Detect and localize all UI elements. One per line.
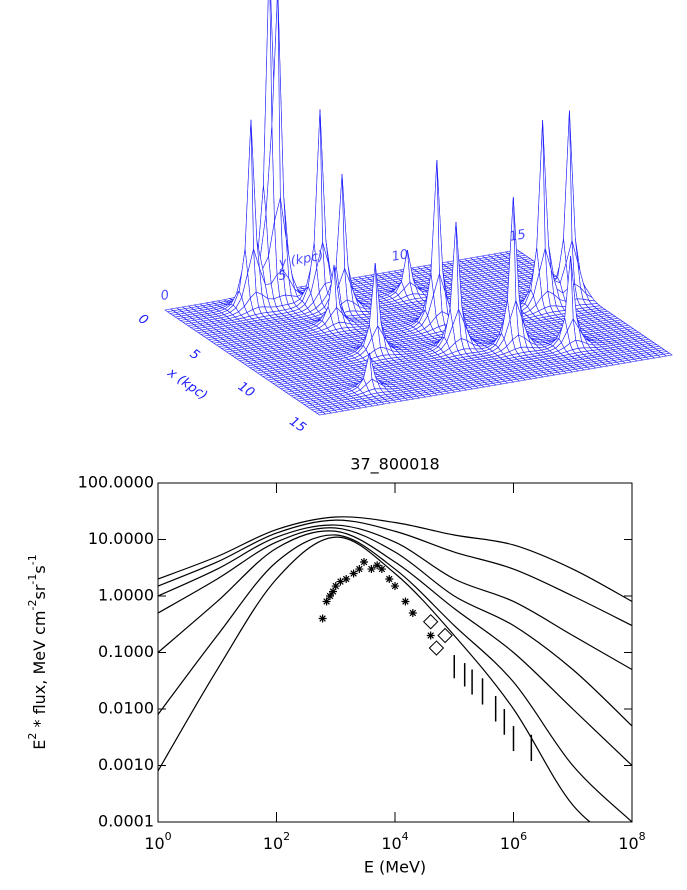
star-point	[401, 597, 410, 606]
y-tick-label: 0.1000	[98, 642, 154, 661]
star-point	[329, 587, 338, 596]
chart-title: 37_800018	[350, 455, 439, 475]
star-point	[342, 574, 351, 583]
diamond-point	[437, 627, 453, 644]
spectrum-plot: 37_800018 E (MeV) E2 * flux, MeV cm-2sr-…	[26, 455, 646, 877]
model-curve	[158, 524, 632, 671]
model-curve	[158, 519, 632, 627]
x-tick-label: 100	[144, 830, 171, 853]
y-tick-label: 0	[160, 288, 171, 304]
model-curve	[158, 530, 632, 766]
x-axis-label: E (MeV)	[364, 858, 426, 877]
star-point	[377, 565, 386, 574]
star-point	[385, 574, 394, 583]
y-tick-label: 5	[277, 268, 288, 284]
y-tick-label: 10.0000	[88, 529, 154, 548]
star-point	[373, 561, 382, 570]
star-point	[349, 569, 358, 578]
x-tick-label: 10	[235, 379, 257, 401]
diamond-point	[422, 614, 439, 630]
model-curve	[158, 536, 591, 822]
y-tick-label: 0.0001	[98, 812, 154, 831]
star-point	[331, 582, 340, 591]
x-tick-label: 15	[286, 414, 308, 436]
star-point	[360, 557, 369, 566]
y-axis-label: E2 * flux, MeV cm-2sr-1s-1	[26, 554, 49, 749]
x-tick-label: 0	[135, 311, 150, 328]
star-point	[336, 577, 345, 586]
model-curve	[158, 527, 632, 727]
x-tick-label: 104	[381, 830, 408, 853]
y-tick-label: 0.0100	[98, 699, 154, 718]
x-axis-label: x (kpc)	[164, 365, 210, 404]
diamond-point	[428, 640, 445, 656]
star-point	[367, 565, 376, 574]
y-tick-label: 15	[508, 227, 527, 245]
x-tick-label: 102	[263, 830, 290, 853]
x-tick-label: 108	[618, 830, 645, 853]
star-point	[322, 597, 331, 606]
x-tick-label: 5	[187, 346, 202, 363]
y-tick-label: 10	[391, 247, 410, 265]
star-point	[318, 614, 327, 623]
wireframe	[164, 0, 673, 416]
star-point	[426, 631, 435, 640]
mesh-cell	[316, 411, 327, 416]
star-point	[326, 592, 335, 600]
plot-frame	[157, 482, 633, 823]
y-tick-label: 0.0010	[98, 755, 154, 774]
model-curve	[158, 516, 632, 603]
star-point	[391, 582, 399, 591]
star-point	[355, 565, 364, 574]
y-tick-label: 100.0000	[78, 473, 154, 492]
x-tick-label: 106	[500, 830, 527, 853]
plot-area	[158, 516, 632, 822]
model-curve	[158, 534, 632, 822]
y-tick-label: 1.0000	[98, 586, 154, 605]
star-point	[408, 609, 417, 618]
